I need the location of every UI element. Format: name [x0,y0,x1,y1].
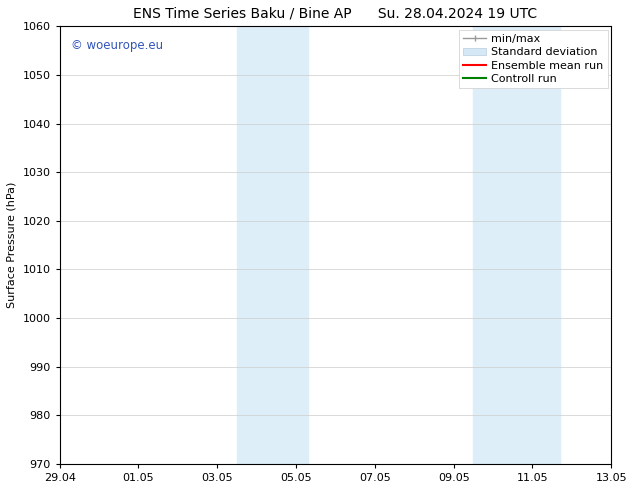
Legend: min/max, Standard deviation, Ensemble mean run, Controll run: min/max, Standard deviation, Ensemble me… [459,29,608,89]
Bar [513,26,560,464]
Bar [237,26,276,464]
Text: © woeurope.eu: © woeurope.eu [70,39,163,52]
Bar [474,26,513,464]
Y-axis label: Surface Pressure (hPa): Surface Pressure (hPa) [7,182,17,308]
Bar [276,26,308,464]
Title: ENS Time Series Baku / Bine AP      Su. 28.04.2024 19 UTC: ENS Time Series Baku / Bine AP Su. 28.04… [133,7,538,21]
